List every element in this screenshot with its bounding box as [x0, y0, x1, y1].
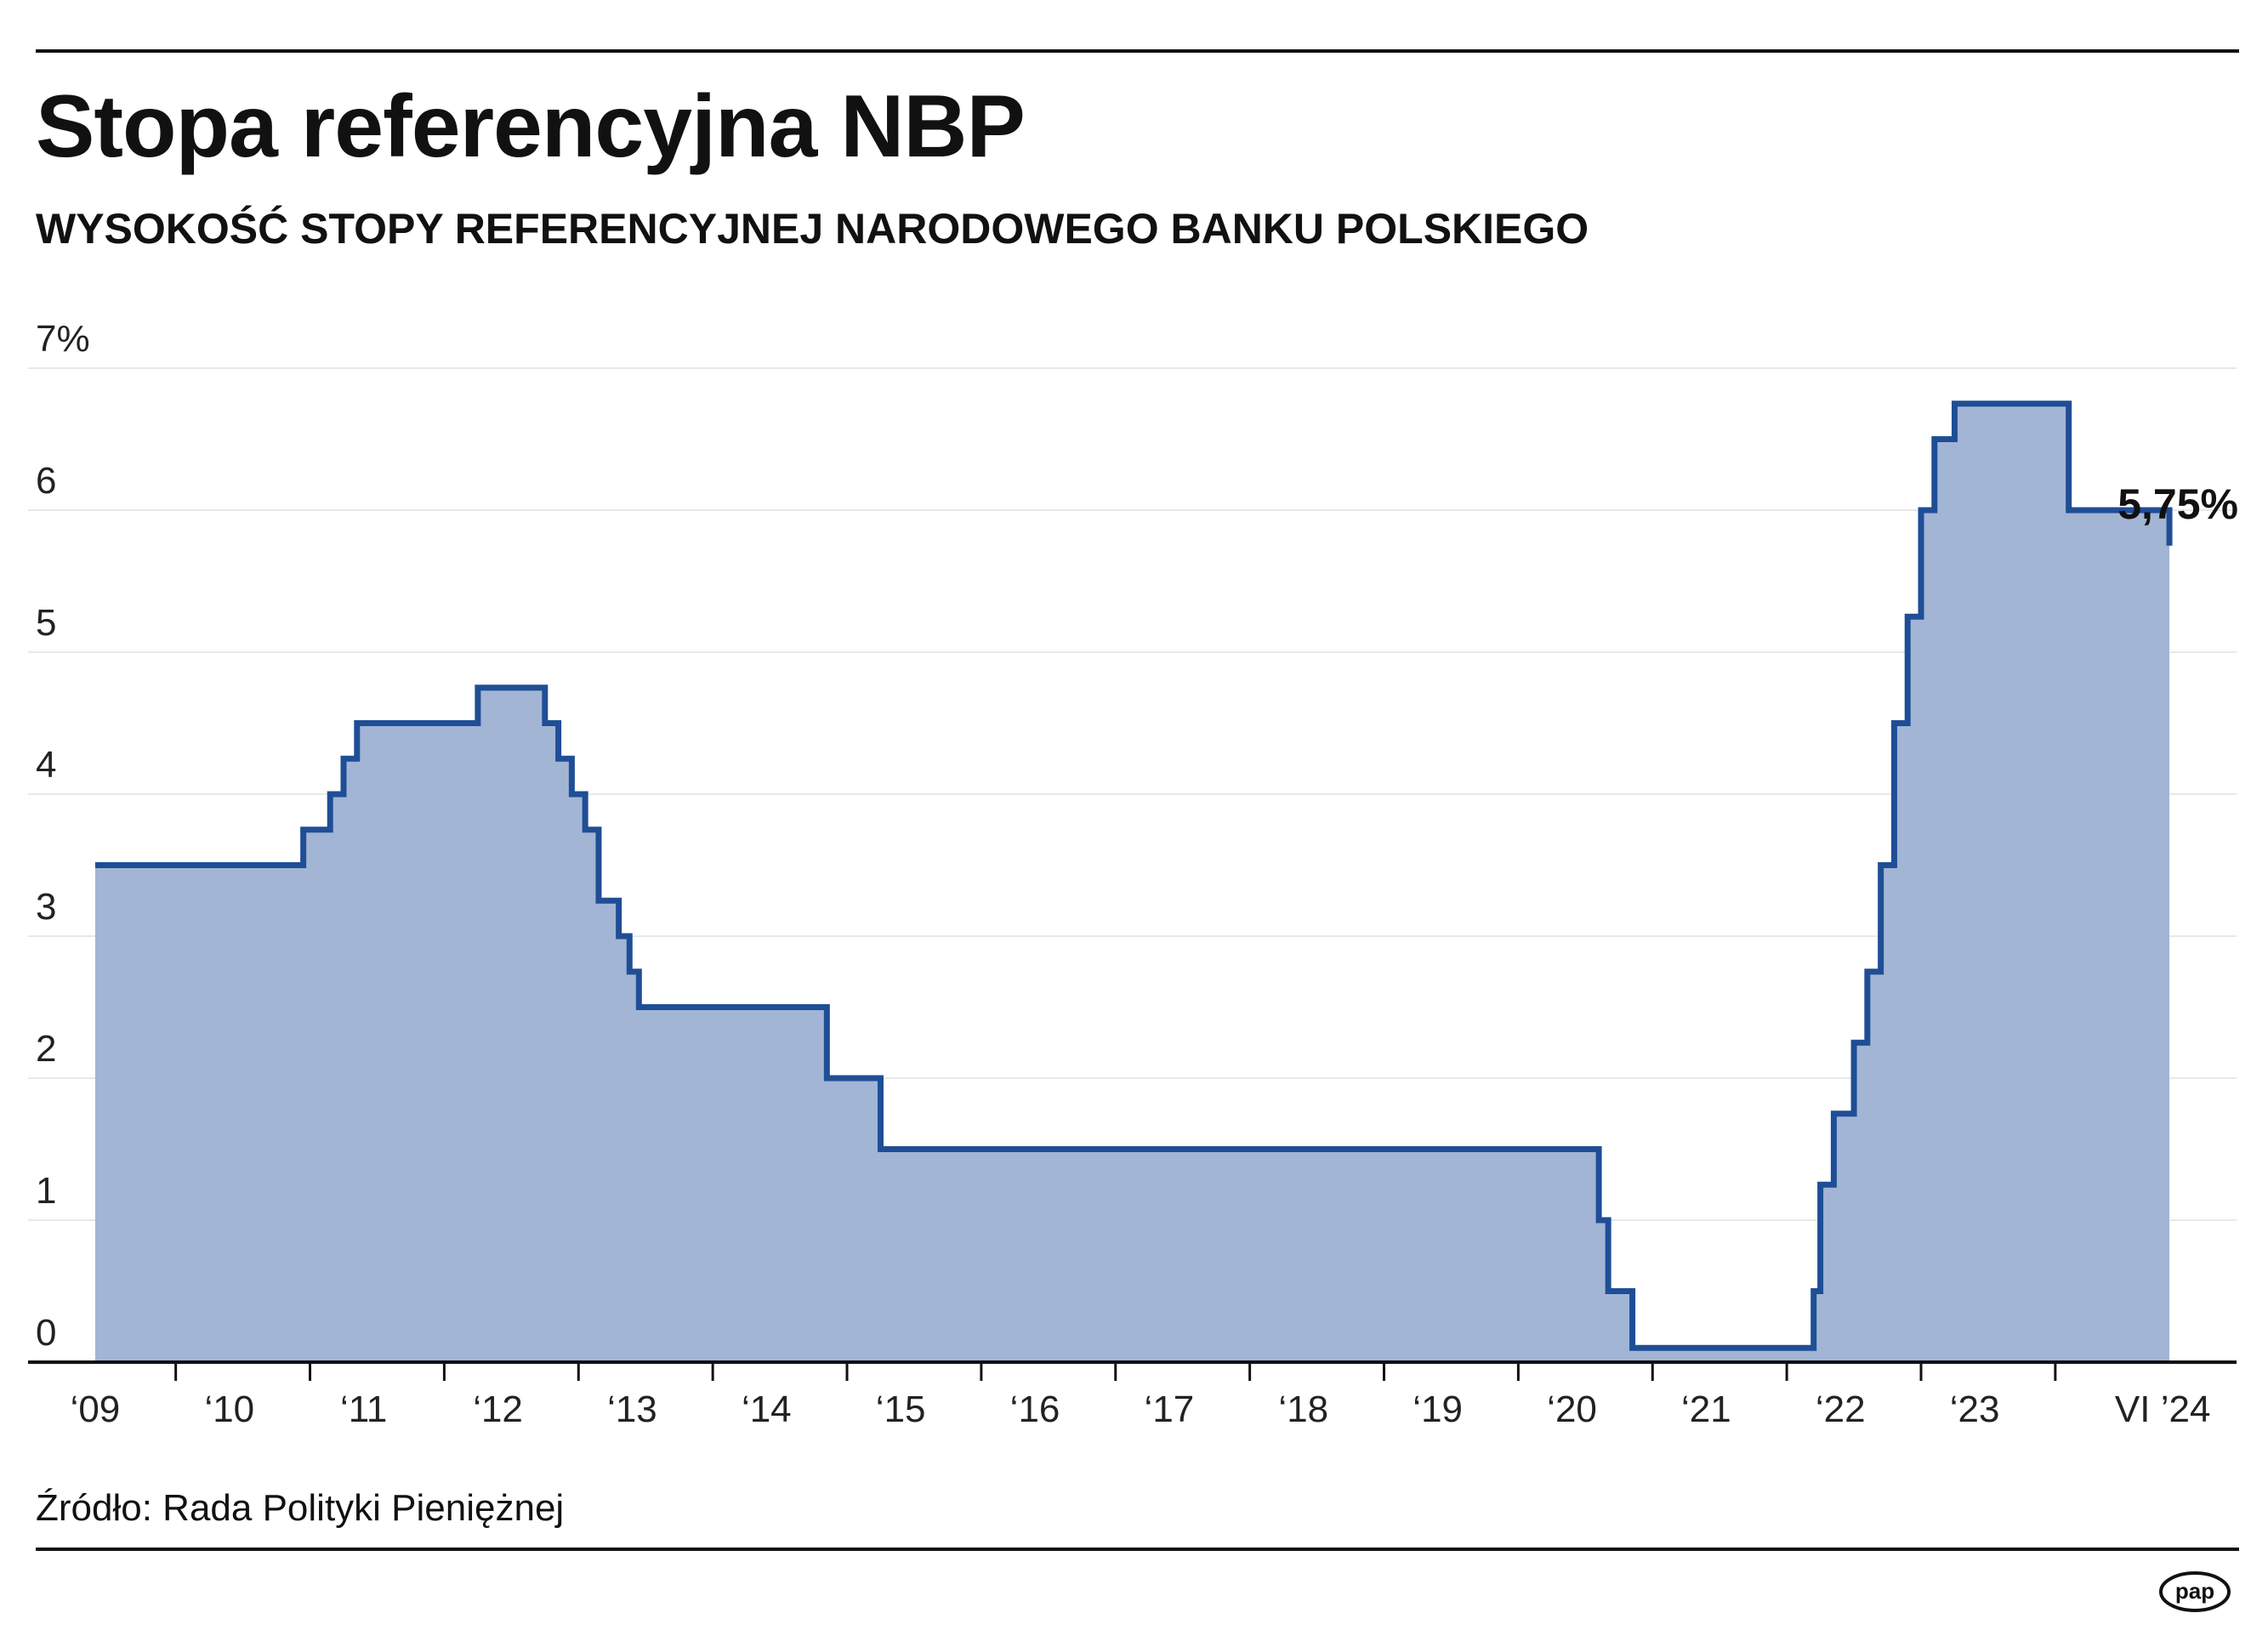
y-tick-label: 6	[36, 460, 56, 502]
logo-text: pap	[2175, 1578, 2214, 1604]
x-tick-label: ‘12	[473, 1389, 523, 1430]
pap-logo: pap	[2159, 1571, 2231, 1612]
x-tick-label: ‘10	[204, 1389, 254, 1430]
x-tick-label: VI ’24	[2115, 1389, 2211, 1430]
chart-subtitle: WYSOKOŚĆ STOPY REFERENCYJNEJ NARODOWEGO …	[36, 205, 1589, 253]
y-tick-label: 3	[36, 886, 56, 928]
x-tick-label: ‘17	[1145, 1389, 1195, 1430]
y-tick-label: 2	[36, 1028, 56, 1070]
chart-title: Stopa referencyjna NBP	[36, 77, 1026, 176]
end-value-label: 5,75%	[2117, 480, 2238, 528]
x-tick-label: ‘20	[1547, 1389, 1597, 1430]
source-note: Źródło: Rada Polityki Pieniężnej	[36, 1487, 565, 1529]
axis-labels: 0 1 2 3 4 5 6 7% 5,75% ‘09 ‘10 ‘11 ‘12 ‘13 ‘14 ‘15 ‘16 ‘1…	[36, 318, 2238, 1430]
y-tick-label: 5	[36, 602, 56, 644]
x-tick-label: ‘14	[742, 1389, 792, 1430]
x-tick-label: ‘18	[1278, 1389, 1328, 1430]
top-rule	[36, 49, 2239, 53]
x-tick-label: ‘16	[1010, 1389, 1060, 1430]
y-tick-label: 4	[36, 744, 56, 786]
x-tick-label: ‘15	[876, 1389, 926, 1430]
y-tick-label: 7%	[36, 318, 90, 360]
x-tick-label: ‘13	[607, 1389, 657, 1430]
x-axis	[28, 1360, 2237, 1381]
y-tick-label: 1	[36, 1170, 56, 1212]
plot-area	[94, 400, 2173, 1362]
rate-line	[94, 400, 2173, 1351]
area-fill	[94, 403, 2170, 1362]
bottom-rule	[36, 1548, 2239, 1551]
x-tick-label: ‘23	[1950, 1389, 2000, 1430]
x-tick-label: ‘21	[1681, 1389, 1731, 1430]
x-tick-label: ‘19	[1413, 1389, 1463, 1430]
x-tick-label: ‘22	[1816, 1389, 1866, 1430]
x-tick-label: ‘11	[340, 1389, 387, 1430]
x-tick-label: ‘09	[71, 1389, 121, 1430]
y-tick-label: 0	[36, 1312, 56, 1354]
